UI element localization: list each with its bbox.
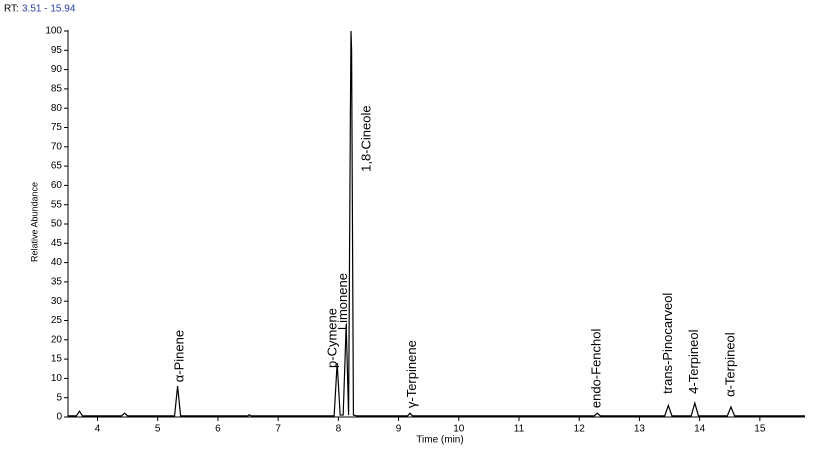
y-tick-label: 30 bbox=[51, 296, 63, 307]
y-tick-label: 20 bbox=[51, 334, 63, 345]
x-tick-label: 4 bbox=[95, 424, 101, 435]
x-tick-label: 9 bbox=[396, 424, 402, 435]
peak-label: α-Pinene bbox=[171, 330, 186, 382]
x-tick-label: 8 bbox=[336, 424, 342, 435]
header-label: RT: bbox=[4, 4, 19, 15]
peak-label: α-Terpineol bbox=[722, 332, 737, 397]
y-tick-label: 45 bbox=[51, 238, 63, 249]
y-tick-label: 35 bbox=[51, 277, 63, 288]
y-tick-label: 100 bbox=[45, 26, 62, 37]
x-tick-label: 12 bbox=[574, 424, 586, 435]
y-tick-label: 70 bbox=[51, 141, 63, 152]
y-tick-label: 10 bbox=[51, 373, 63, 384]
x-tick-label: 13 bbox=[634, 424, 646, 435]
y-tick-label: 95 bbox=[51, 45, 63, 56]
y-tick-label: 85 bbox=[51, 84, 63, 95]
x-tick-label: 6 bbox=[215, 424, 221, 435]
peak-label: trans-Pinocarveol bbox=[660, 293, 675, 394]
y-tick-label: 55 bbox=[51, 199, 63, 210]
header-range: 3.51 - 15.94 bbox=[22, 4, 76, 15]
peak-label: γ-Terpinene bbox=[404, 340, 419, 408]
y-axis-label: Relative Abundance bbox=[29, 182, 39, 262]
y-tick-label: 5 bbox=[56, 392, 62, 403]
peak-label: endo-Fenchol bbox=[589, 329, 604, 409]
y-tick-label: 65 bbox=[51, 161, 63, 172]
y-tick-label: 75 bbox=[51, 122, 63, 133]
x-tick-label: 15 bbox=[754, 424, 766, 435]
peak-label: 1,8-Cineole bbox=[359, 105, 374, 172]
x-tick-label: 11 bbox=[514, 424, 525, 435]
peak-label: p-Cymene bbox=[324, 308, 339, 368]
trace bbox=[68, 30, 805, 417]
y-tick-label: 25 bbox=[51, 315, 63, 326]
y-tick-label: 50 bbox=[51, 219, 63, 230]
x-axis-label: Time (min) bbox=[416, 435, 463, 446]
y-tick-label: 80 bbox=[51, 103, 63, 114]
y-tick-label: 0 bbox=[56, 412, 62, 423]
peak-label: Limonene bbox=[335, 273, 350, 330]
x-tick-label: 14 bbox=[694, 424, 706, 435]
x-tick-label: 7 bbox=[275, 424, 281, 435]
y-tick-label: 60 bbox=[51, 180, 63, 191]
x-tick-label: 5 bbox=[155, 424, 161, 435]
peak-label: 4-Terpineol bbox=[686, 329, 701, 393]
y-tick-label: 15 bbox=[51, 354, 63, 365]
y-tick-label: 90 bbox=[51, 64, 63, 75]
y-tick-label: 40 bbox=[51, 257, 63, 268]
x-tick-label: 10 bbox=[453, 424, 465, 435]
